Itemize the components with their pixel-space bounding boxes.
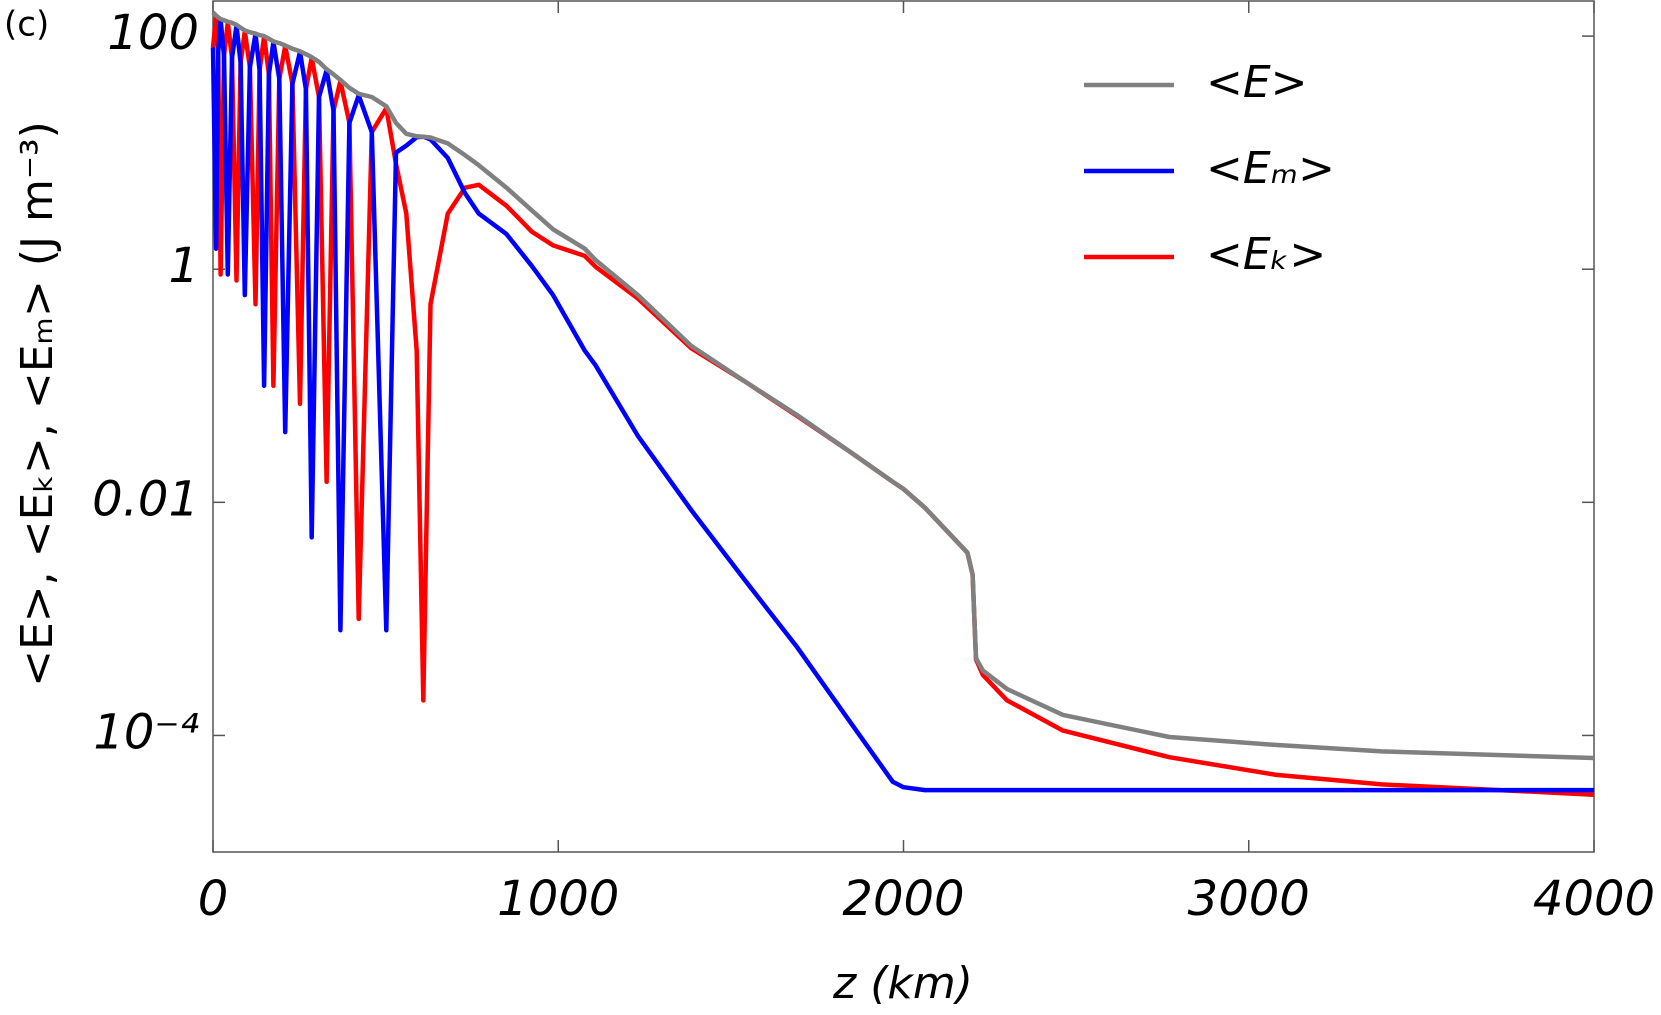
x-axis-label: z (km) [832,958,973,1009]
legend-label: <Eₘ> [1206,143,1335,194]
x-tick-label: 2000 [842,871,964,927]
legend-label: <Eₖ> [1206,229,1326,280]
y-tick-label: 100 [107,5,199,61]
series-line [210,13,1595,797]
panel-label: (c) [4,5,49,45]
x-tick-label: 1000 [497,871,619,927]
y-axis-label: <E>, <Eₖ>, <Eₘ> (J m⁻³) [12,121,63,687]
legend-label: <E> [1206,57,1308,108]
x-tick-label: 0 [198,871,229,927]
y-tick-label: 10⁻⁴ [93,704,199,760]
x-tick-label: 4000 [1533,871,1655,927]
series-line [210,17,1594,793]
y-tick-label: 1 [168,238,199,294]
y-tick-label: 0.01 [92,471,199,527]
x-tick-label: 3000 [1188,871,1310,927]
series-line [211,10,1595,761]
